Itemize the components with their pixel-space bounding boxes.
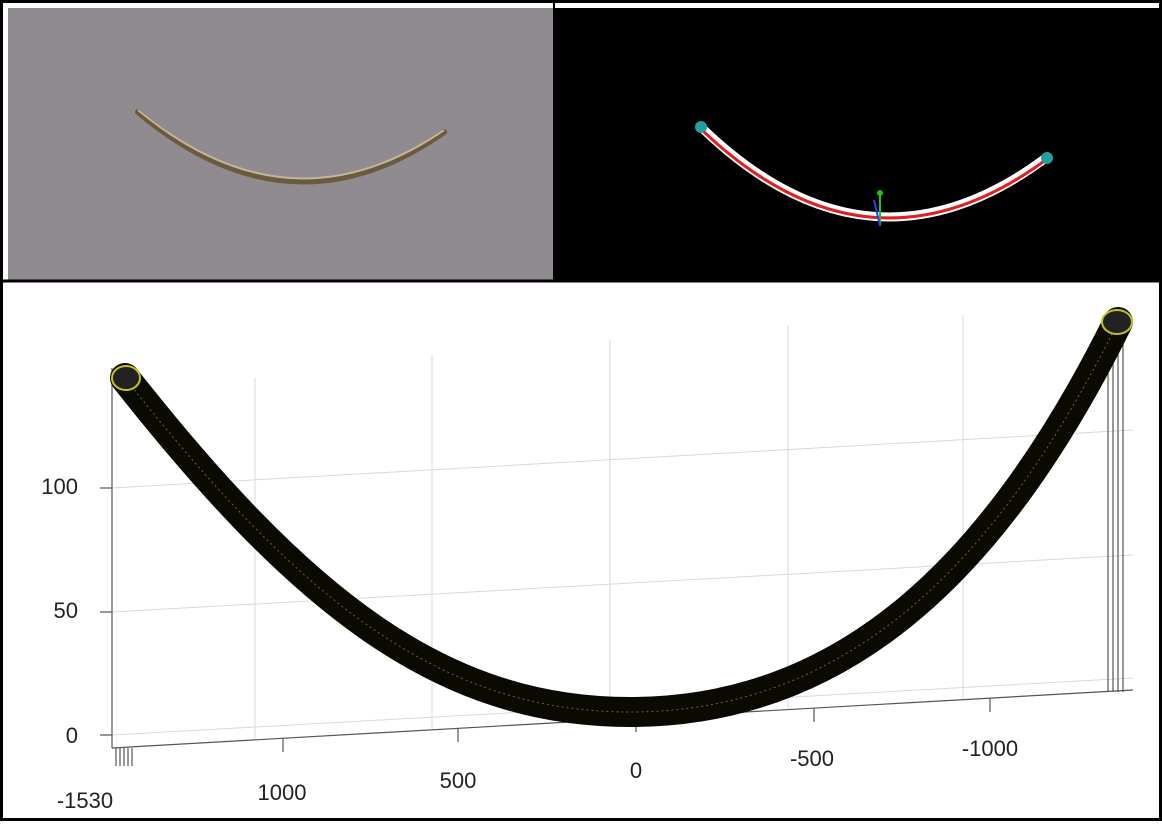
grid — [111, 315, 1134, 740]
endpoint — [695, 121, 707, 133]
x-tick-label: -1530 — [57, 788, 113, 813]
x-tick-label: 0 — [630, 758, 642, 783]
z-tick-label: 50 — [54, 598, 78, 623]
x-tick-label: 500 — [440, 768, 477, 793]
photo-panel — [8, 8, 554, 280]
rod-highlight — [137, 109, 445, 180]
endpoint — [1041, 152, 1053, 164]
tube — [110, 307, 1133, 728]
axis-tip — [877, 190, 883, 196]
x-tick-label: -1000 — [962, 736, 1018, 761]
z-tick-label: 100 — [41, 474, 78, 499]
tube-end — [1101, 309, 1133, 335]
segmentation-panel — [555, 8, 1162, 280]
tube-end — [111, 365, 141, 391]
fitted-curve — [700, 128, 1048, 220]
axis-blue — [873, 199, 881, 227]
x-tick-label: -500 — [790, 746, 834, 771]
x-tick-label: 1000 — [258, 780, 307, 805]
rod-photo — [135, 109, 447, 185]
z-tick-label: 0 — [66, 723, 78, 748]
